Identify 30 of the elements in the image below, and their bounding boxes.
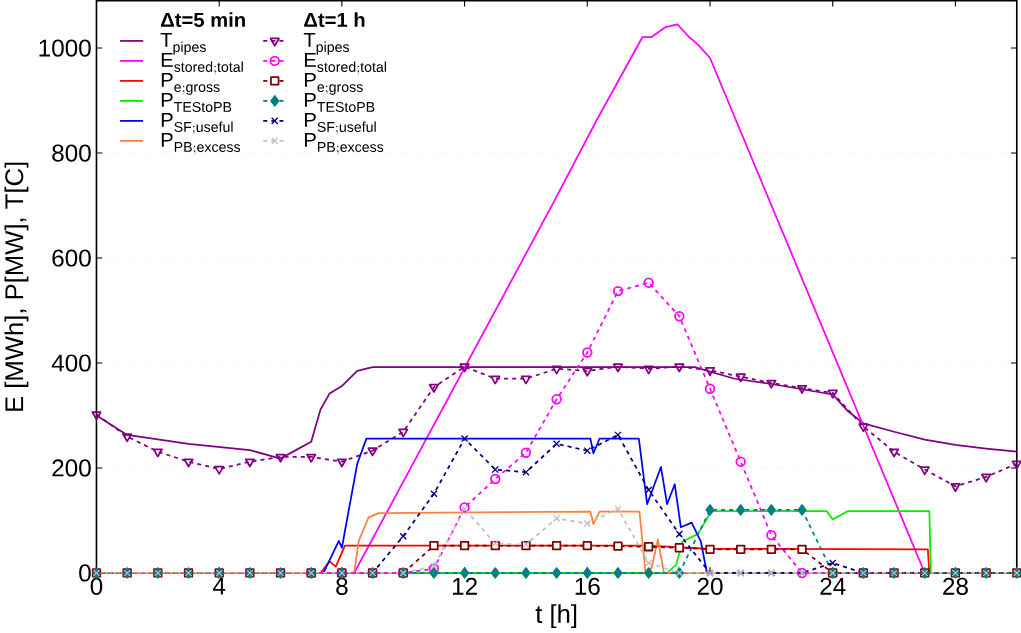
- y-tick-label: 600: [52, 249, 91, 267]
- y-tick-label: 800: [52, 144, 91, 162]
- legend-label: $\mathrm{P}_{\mathrm{TEStoPB}}$: [304, 93, 375, 113]
- x-tick-label: 16: [575, 577, 600, 596]
- x-tick-label: 28: [943, 577, 968, 596]
- y-tick-label: 200: [52, 459, 91, 477]
- annotation: Δt=5 min: [161, 12, 245, 28]
- legend-label: $\mathrm{T}_{\mathrm{pipes}}$: [303, 33, 350, 55]
- legend-label: $\mathrm{E}_{\mathrm{stored;total}}$: [304, 53, 386, 75]
- legend-label: $\mathrm{P}_{\mathrm{e;gross}}$: [161, 73, 220, 95]
- x-tick-label: 0: [90, 577, 103, 596]
- y-tick-label: 1000: [39, 39, 91, 57]
- annotation: Δt=1 h: [304, 12, 365, 28]
- legend-label: $\mathrm{P}_{\mathrm{SF;useful}}$: [161, 113, 233, 135]
- y-tick-label: 400: [51, 354, 91, 372]
- legend-label: $\mathrm{E}_{\mathrm{stored;total}}$: [161, 53, 243, 75]
- legend-label: $\mathrm{P}_{\mathrm{PB;excess}}$: [304, 133, 384, 155]
- y-axis-title: E [MWh], P[MW], T[C]: [4, 162, 29, 412]
- legend-label: $\mathrm{P}_{\mathrm{SF;useful}}$: [304, 113, 376, 135]
- x-tick-label: 20: [697, 577, 723, 596]
- legend-label: $\mathrm{T}_{\mathrm{pipes}}$: [160, 33, 206, 55]
- x-tick-label: 8: [336, 577, 348, 596]
- legend-label: $\mathrm{P}_{\mathrm{PB;excess}}$: [161, 133, 241, 155]
- legend-label: $\mathrm{P}_{\mathrm{e;gross}}$: [304, 73, 363, 95]
- x-axis-title: t [h]: [535, 604, 577, 629]
- x-tick-label: 24: [820, 577, 846, 595]
- x-tick-label: 4: [212, 577, 226, 595]
- x-tick-label: 12: [452, 577, 477, 595]
- legend-label: $\mathrm{P}_{\mathrm{TEStoPB}}$: [161, 93, 232, 113]
- y-tick-label: 0: [79, 564, 91, 582]
